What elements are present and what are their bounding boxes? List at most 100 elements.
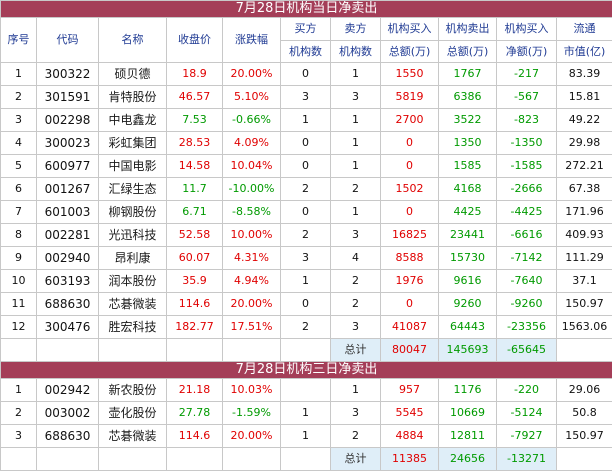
cell-sell-amount: 64443 — [439, 316, 497, 339]
cell-mcap: 83.39 — [557, 63, 612, 86]
cell-net: -220 — [497, 379, 557, 402]
cell-buy-amount: 0 — [381, 155, 439, 178]
cell-change: 4.94% — [223, 270, 281, 293]
total-sell-amount: 24656 — [439, 448, 497, 471]
cell-seq: 6 — [1, 178, 37, 201]
cell-sell-count: 3 — [331, 316, 381, 339]
cell-buy-count — [281, 379, 331, 402]
cell-close: 7.53 — [167, 109, 223, 132]
empty-cell — [223, 448, 281, 471]
col-header-mcap: 流通 — [557, 18, 612, 41]
cell-name: 彩虹集团 — [99, 132, 167, 155]
total-buy-amount: 11385 — [381, 448, 439, 471]
cell-seq: 8 — [1, 224, 37, 247]
cell-code: 688630 — [37, 293, 99, 316]
cell-buy-amount: 1976 — [381, 270, 439, 293]
cell-net: -6616 — [497, 224, 557, 247]
cell-sell-amount: 1176 — [439, 379, 497, 402]
cell-net: -7640 — [497, 270, 557, 293]
cell-mcap: 29.06 — [557, 379, 612, 402]
cell-sell-count: 3 — [331, 86, 381, 109]
cell-close: 28.53 — [167, 132, 223, 155]
cell-seq: 2 — [1, 86, 37, 109]
cell-buy-count: 2 — [281, 178, 331, 201]
cell-buy-count: 2 — [281, 316, 331, 339]
cell-net: -217 — [497, 63, 557, 86]
cell-seq: 1 — [1, 63, 37, 86]
total-label: 总计 — [331, 448, 381, 471]
cell-close: 46.57 — [167, 86, 223, 109]
cell-close: 114.6 — [167, 293, 223, 316]
cell-seq: 11 — [1, 293, 37, 316]
cell-change: -10.00% — [223, 178, 281, 201]
empty-cell — [99, 339, 167, 362]
cell-seq: 12 — [1, 316, 37, 339]
col-header-mcap-sub: 市值(亿) — [557, 41, 612, 63]
cell-close: 114.6 — [167, 425, 223, 448]
col-header-name: 名称 — [99, 18, 167, 63]
cell-seq: 2 — [1, 402, 37, 425]
cell-name: 昂利康 — [99, 247, 167, 270]
col-header-change: 涨跌幅 — [223, 18, 281, 63]
cell-seq: 3 — [1, 425, 37, 448]
empty-cell — [557, 448, 612, 471]
cell-buy-amount: 1502 — [381, 178, 439, 201]
cell-close: 52.58 — [167, 224, 223, 247]
cell-mcap: 111.29 — [557, 247, 612, 270]
cell-change: 5.10% — [223, 86, 281, 109]
cell-sell-amount: 12811 — [439, 425, 497, 448]
col-header-sell-amount-sub: 总额(万) — [439, 41, 497, 63]
cell-seq: 4 — [1, 132, 37, 155]
cell-close: 21.18 — [167, 379, 223, 402]
cell-buy-amount: 4884 — [381, 425, 439, 448]
cell-net: -1350 — [497, 132, 557, 155]
cell-code: 002940 — [37, 247, 99, 270]
cell-buy-amount: 957 — [381, 379, 439, 402]
cell-mcap: 150.97 — [557, 293, 612, 316]
cell-name: 胜宏科技 — [99, 316, 167, 339]
cell-name: 润本股份 — [99, 270, 167, 293]
cell-seq: 9 — [1, 247, 37, 270]
cell-sell-count: 1 — [331, 201, 381, 224]
empty-cell — [281, 339, 331, 362]
total-net: -13271 — [497, 448, 557, 471]
cell-sell-count: 2 — [331, 178, 381, 201]
cell-sell-amount: 15730 — [439, 247, 497, 270]
cell-buy-count: 1 — [281, 425, 331, 448]
col-header-buy-count-sub: 机构数 — [281, 41, 331, 63]
section2-title: 7月28日机构三日净卖出 — [1, 362, 612, 379]
cell-code: 002298 — [37, 109, 99, 132]
cell-buy-amount: 16825 — [381, 224, 439, 247]
empty-cell — [281, 448, 331, 471]
cell-net: -5124 — [497, 402, 557, 425]
cell-buy-amount: 0 — [381, 293, 439, 316]
cell-buy-amount: 2700 — [381, 109, 439, 132]
cell-sell-amount: 10669 — [439, 402, 497, 425]
cell-seq: 1 — [1, 379, 37, 402]
cell-name: 芯碁微装 — [99, 425, 167, 448]
cell-change: -8.58% — [223, 201, 281, 224]
cell-name: 壶化股份 — [99, 402, 167, 425]
empty-cell — [1, 339, 37, 362]
cell-code: 300322 — [37, 63, 99, 86]
cell-close: 182.77 — [167, 316, 223, 339]
cell-code: 002942 — [37, 379, 99, 402]
cell-buy-count: 1 — [281, 402, 331, 425]
cell-net: -4425 — [497, 201, 557, 224]
cell-sell-count: 2 — [331, 425, 381, 448]
cell-code: 001267 — [37, 178, 99, 201]
cell-buy-count: 2 — [281, 224, 331, 247]
cell-seq: 5 — [1, 155, 37, 178]
cell-sell-amount: 4168 — [439, 178, 497, 201]
cell-buy-count: 0 — [281, 132, 331, 155]
col-header-buy-amount-sub: 总额(万) — [381, 41, 439, 63]
cell-sell-count: 2 — [331, 270, 381, 293]
